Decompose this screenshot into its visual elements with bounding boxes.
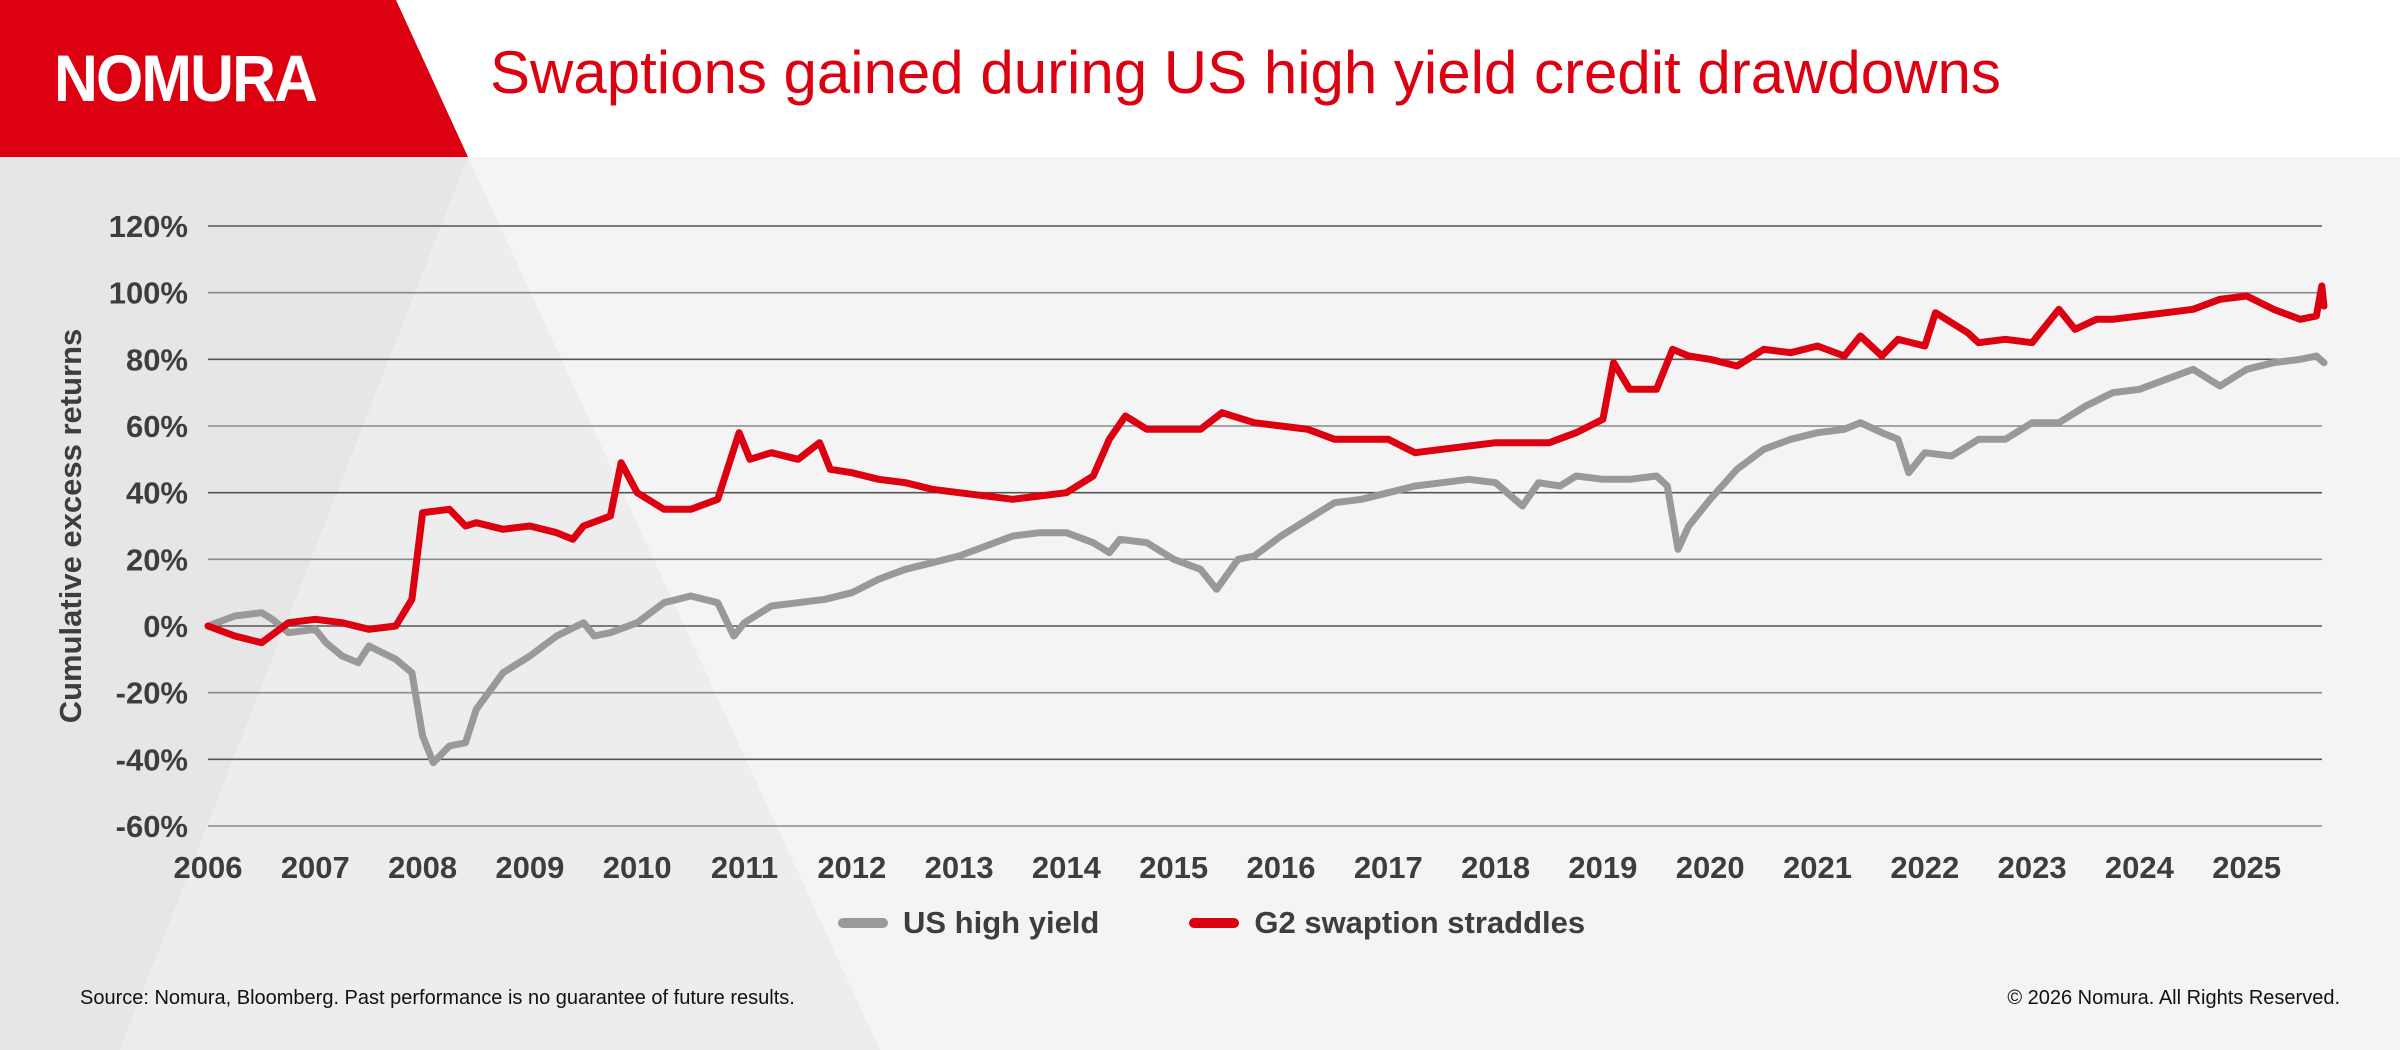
x-tick-label: 2025 <box>2212 850 2281 885</box>
series-line-g2-swaption-straddles <box>204 282 2328 647</box>
x-tick-label: 2018 <box>1461 850 1530 885</box>
x-tick-label: 2016 <box>1247 850 1316 885</box>
source-note: Source: Nomura, Bloomberg. Past performa… <box>80 987 795 1009</box>
background-left-panel <box>0 157 468 1050</box>
copyright-note: © 2026 Nomura. All Rights Reserved. <box>2007 987 2340 1009</box>
x-tick-label: 2008 <box>388 850 457 885</box>
chart-title: Swaptions gained during US high yield cr… <box>490 39 2001 106</box>
y-tick-label: 80% <box>126 342 188 377</box>
legend-swatch-gray <box>838 918 888 928</box>
x-tick-label: 2022 <box>1890 850 1959 885</box>
legend-item-g2-swaption-straddles: G2 swaption straddles <box>1189 905 1585 941</box>
y-tick-label: 60% <box>126 409 188 444</box>
y-tick-label: 0% <box>143 609 188 644</box>
legend-label: US high yield <box>903 905 1100 940</box>
x-tick-label: 2014 <box>1032 850 1102 885</box>
series-lines <box>204 282 2328 767</box>
x-tick-label: 2010 <box>603 850 672 885</box>
y-tick-label: 100% <box>109 276 188 311</box>
x-tick-label: 2012 <box>817 850 886 885</box>
nomura-logo: NOMURA <box>54 41 318 115</box>
x-tick-label: 2017 <box>1354 850 1423 885</box>
x-tick-label: 2023 <box>1998 850 2067 885</box>
legend-swatch-red <box>1189 918 1240 928</box>
x-tick-label: 2024 <box>2105 850 2175 885</box>
y-tick-label: 20% <box>126 542 188 577</box>
y-axis-label: Cumulative excess returns <box>53 329 88 724</box>
x-tick-label: 2015 <box>1139 850 1208 885</box>
y-tick-label: -60% <box>116 809 188 844</box>
x-tick-label: 2019 <box>1568 850 1637 885</box>
x-tick-label: 2013 <box>925 850 994 885</box>
y-tick-label: 40% <box>126 476 188 511</box>
x-tick-label: 2006 <box>174 850 243 885</box>
y-tick-label: -40% <box>116 742 188 777</box>
x-tick-label: 2009 <box>495 850 564 885</box>
x-tick-label: 2020 <box>1676 850 1745 885</box>
legend-item-us-high-yield: US high yield <box>838 905 1099 941</box>
gridlines <box>208 225 2322 827</box>
y-tick-label: 120% <box>109 209 188 244</box>
x-tick-label: 2011 <box>711 850 778 885</box>
legend-label: G2 swaption straddles <box>1254 905 1586 940</box>
y-axis-ticks: 120% 100% 80% 60% 40% 20% 0% -20% -40% -60% <box>109 209 188 844</box>
x-axis-ticks: 2006 2007 2008 2009 2010 2011 2012 2013 2014 2015… <box>174 850 2282 885</box>
series-line-us-high-yield <box>204 352 2328 767</box>
header-logo-block <box>0 0 468 157</box>
legend: US high yield G2 swaption straddles <box>838 905 1675 941</box>
x-tick-label: 2007 <box>281 850 350 885</box>
y-tick-label: -20% <box>116 676 188 711</box>
x-tick-label: 2021 <box>1783 850 1852 885</box>
